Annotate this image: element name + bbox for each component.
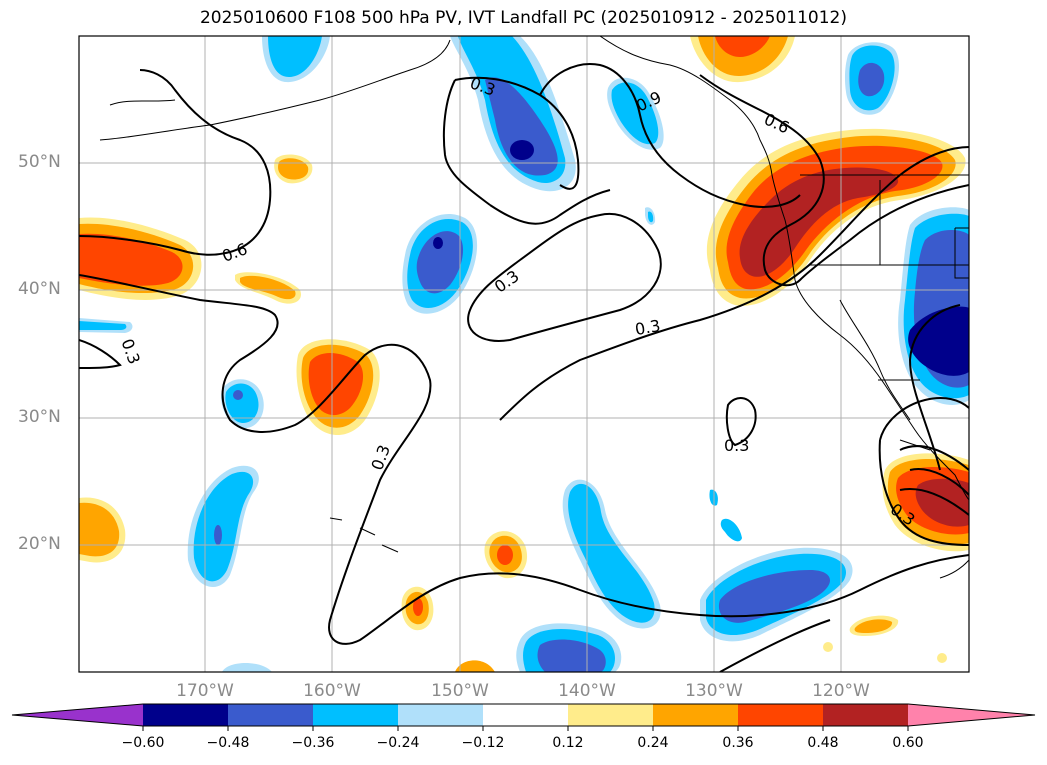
positive-anomaly-top bbox=[690, 36, 795, 83]
lat-label: 50°N bbox=[18, 152, 61, 172]
colorbar-swatch bbox=[398, 704, 483, 726]
colorbar-tick-label: −0.48 bbox=[206, 735, 250, 751]
lon-label: 120°W bbox=[812, 681, 870, 701]
negative-anomaly-northwest-canada bbox=[844, 42, 900, 115]
negative-anomaly-california bbox=[898, 207, 969, 405]
lon-label: 130°W bbox=[685, 681, 743, 701]
colorbar-swatch bbox=[143, 704, 228, 726]
colorbar-tick-label: −0.60 bbox=[121, 735, 165, 751]
map-title: 2025010600 F108 500 hPa PV, IVT Landfall… bbox=[199, 8, 847, 28]
colorbar-tick-label: 0.36 bbox=[722, 735, 754, 751]
positive-anomaly-subtropical bbox=[296, 339, 969, 672]
colorbar-tick-label: 0.48 bbox=[807, 735, 839, 751]
pv-contours bbox=[79, 63, 969, 672]
colorbar-tick-label: −0.24 bbox=[376, 735, 420, 751]
colorbar-tick-label: −0.36 bbox=[291, 735, 335, 751]
colorbar-extend-low bbox=[12, 704, 143, 726]
lat-label: 40°N bbox=[18, 279, 61, 299]
coastlines bbox=[99, 36, 969, 579]
negative-anomaly-gulf-alaska-east bbox=[607, 77, 664, 150]
contour-label: 0.3 bbox=[724, 436, 750, 455]
colorbar-swatch bbox=[483, 704, 568, 726]
negative-anomaly-gulf-of-alaska bbox=[450, 36, 576, 192]
negative-anomaly-north-pacific-mid bbox=[402, 213, 478, 314]
negative-anomaly-aleutian bbox=[262, 36, 330, 83]
lat-label: 20°N bbox=[18, 534, 61, 554]
lat-label: 30°N bbox=[18, 407, 61, 427]
colorbar-swatch bbox=[653, 704, 738, 726]
colorbar-extend-high bbox=[908, 704, 1035, 726]
gridlines bbox=[79, 36, 969, 672]
lon-label: 160°W bbox=[303, 681, 361, 701]
colorbar-swatch bbox=[823, 704, 908, 726]
colorbar-tick-label: 0.60 bbox=[892, 735, 924, 751]
colorbar bbox=[11, 703, 1036, 731]
plot-frame bbox=[78, 35, 970, 673]
colorbar-swatch bbox=[738, 704, 823, 726]
colorbar-tick-label: 0.12 bbox=[552, 735, 584, 751]
positive-anomaly-west bbox=[79, 154, 313, 563]
lon-label: 150°W bbox=[431, 681, 489, 701]
filled-anomalies bbox=[79, 36, 969, 672]
lon-label: 170°W bbox=[176, 681, 234, 701]
colorbar-swatch bbox=[313, 704, 398, 726]
colorbar-tick-label: 0.24 bbox=[637, 735, 669, 751]
negative-anomaly-subtropical-east bbox=[222, 207, 853, 672]
lon-label: 140°W bbox=[558, 681, 616, 701]
colorbar-swatch bbox=[228, 704, 313, 726]
colorbar-swatch bbox=[568, 704, 653, 726]
colorbar-tick-label: −0.12 bbox=[461, 735, 505, 751]
